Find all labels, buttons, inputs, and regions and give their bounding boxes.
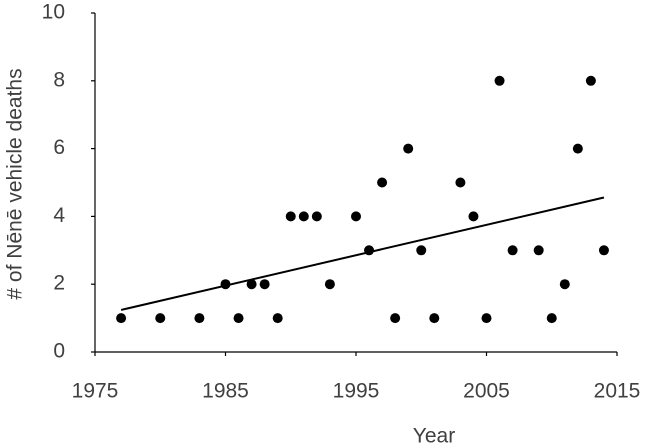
point — [194, 313, 205, 324]
x-tick-label: 1985 — [202, 380, 249, 403]
point — [533, 245, 544, 256]
point — [364, 245, 375, 256]
point — [351, 211, 361, 222]
point — [390, 313, 401, 324]
y-tick-label: 10 — [42, 1, 65, 24]
point — [285, 211, 296, 222]
point — [259, 279, 270, 290]
point — [116, 313, 127, 324]
point — [272, 313, 283, 324]
point — [546, 313, 557, 324]
point — [298, 211, 309, 222]
point — [494, 75, 505, 86]
point — [559, 279, 570, 290]
point — [468, 211, 479, 222]
point — [507, 245, 518, 256]
point — [377, 177, 388, 188]
y-tick-label: 0 — [53, 340, 65, 363]
point — [155, 313, 166, 324]
x-tick-label: 1975 — [72, 380, 119, 403]
y-tick-label: 4 — [53, 204, 65, 227]
y-tick-label: 6 — [53, 136, 65, 159]
y-axis-label: # of Nēnē vehicle deaths — [4, 68, 27, 299]
point — [324, 279, 335, 290]
point — [416, 245, 427, 256]
point — [311, 211, 322, 222]
point — [403, 143, 414, 154]
x-axis-label: Year — [413, 425, 455, 447]
point — [481, 313, 492, 324]
point — [572, 143, 583, 154]
point — [429, 313, 440, 324]
y-tick-label: 8 — [53, 68, 65, 91]
trendline — [120, 196, 605, 311]
x-tick-label: 2015 — [594, 380, 641, 403]
point — [585, 75, 596, 86]
y-tick-label: 2 — [53, 272, 65, 295]
point — [455, 177, 466, 188]
x-tick-label: 1995 — [333, 380, 380, 403]
point — [233, 313, 244, 324]
point — [220, 279, 231, 290]
point — [598, 245, 609, 256]
x-tick-label: 2005 — [463, 380, 510, 403]
point — [246, 279, 257, 290]
